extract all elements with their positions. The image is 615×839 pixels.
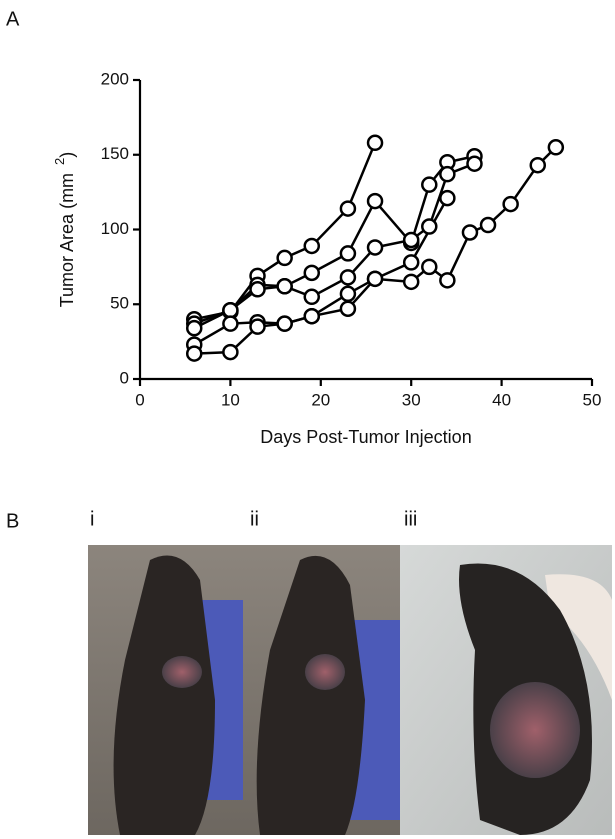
mouse — [113, 555, 215, 835]
data-point — [339, 285, 357, 303]
x-tick-label: 50 — [583, 390, 602, 409]
y-tick-label: 0 — [120, 368, 129, 387]
y-axis-label-part: ) — [57, 152, 77, 158]
line-chart: 0 50 100 150 200 0 10 20 30 40 50 Days Post-Tumor I… — [52, 69, 601, 446]
x-tick-label: 0 — [135, 390, 144, 409]
y-tick-label: 200 — [101, 69, 129, 88]
panel-label: A — [6, 8, 20, 30]
data-point — [547, 139, 565, 156]
y-tick-label: 150 — [101, 144, 129, 163]
data-point — [402, 254, 420, 271]
data-point — [366, 270, 384, 288]
data-point — [402, 273, 420, 291]
photo-label: ii — [250, 508, 259, 530]
data-point — [339, 245, 357, 262]
data-point — [366, 239, 384, 256]
data-point — [339, 269, 357, 286]
y-tick-label: 50 — [110, 294, 129, 313]
hand — [545, 574, 612, 700]
data-point — [439, 165, 456, 183]
data-point — [529, 156, 547, 174]
data-point — [222, 301, 239, 319]
photo-label: i — [90, 508, 94, 530]
data-point — [185, 319, 203, 337]
data-point — [249, 318, 266, 335]
x-axis-label: Days Post-Tumor Injection — [260, 427, 471, 447]
y-tick-label: 100 — [101, 219, 129, 238]
data-point — [303, 288, 321, 306]
photo-label: iii — [404, 508, 417, 530]
data-point — [276, 249, 293, 267]
panel-label: B — [6, 510, 19, 532]
data-point — [366, 134, 384, 152]
data-point — [222, 315, 239, 332]
tumor — [490, 682, 580, 778]
data-point — [466, 155, 483, 172]
data-point — [421, 258, 438, 276]
x-tick-label: 40 — [492, 390, 511, 409]
data-point — [366, 192, 384, 210]
data-point — [303, 264, 321, 282]
data-point — [439, 272, 456, 289]
data-point — [439, 189, 456, 207]
tumor — [162, 656, 202, 688]
x-tick-label: 10 — [221, 390, 240, 409]
data-point — [402, 231, 420, 249]
photos: i ii iii — [88, 508, 612, 835]
data-point — [502, 195, 519, 213]
y-axis-label-part: 2 — [52, 158, 67, 165]
data-point — [276, 315, 293, 332]
data-point — [276, 278, 293, 295]
data-point — [461, 224, 479, 241]
y-axis-label: Tumor Area (mm 2) — [52, 152, 76, 308]
data-point — [421, 218, 438, 235]
tumor — [305, 654, 345, 690]
data-point — [421, 176, 438, 193]
data-point — [303, 237, 321, 255]
data-point — [303, 307, 321, 325]
data-point — [185, 345, 203, 362]
data-point — [339, 200, 357, 217]
y-axis-label-part: Tumor Area (mm — [57, 173, 77, 307]
mouse — [256, 555, 365, 835]
data-point — [479, 216, 497, 234]
data-point — [222, 343, 239, 361]
x-tick-label: 30 — [402, 390, 421, 409]
data-point — [249, 281, 266, 298]
x-tick-label: 20 — [311, 390, 330, 409]
data-point — [339, 300, 357, 317]
